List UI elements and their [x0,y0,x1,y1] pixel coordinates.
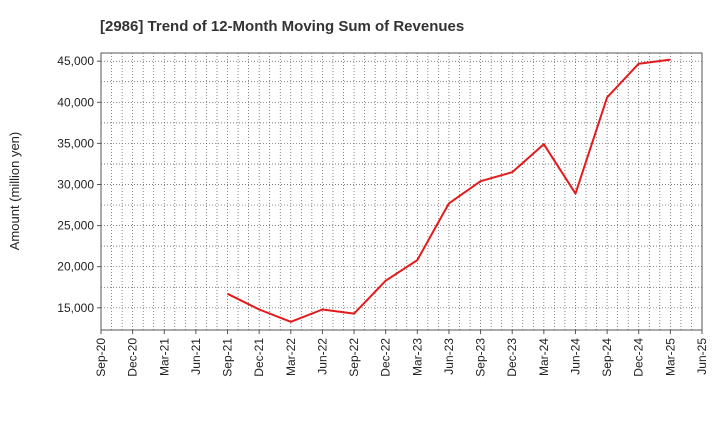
x-tick-label: Mar-24 [537,338,551,376]
x-tick-label: Mar-22 [284,338,298,376]
chart-title: [2986] Trend of 12-Month Moving Sum of R… [100,18,464,35]
y-axis-label: Amount (million yen) [7,132,22,251]
x-tick-label: Dec-23 [505,338,519,377]
y-axis-ticks: 15,000 20,000 25,000 30,000 35,000 40,000 45,0… [57,54,101,315]
x-tick-label: Sep-24 [600,338,614,377]
x-tick-label: Mar-21 [157,338,171,376]
y-tick-label: 15,000 [57,301,94,315]
x-tick-label: Sep-22 [347,338,361,377]
x-tick-label: Dec-21 [252,338,266,377]
x-tick-label: Mar-25 [663,338,677,376]
y-tick-label: 40,000 [57,95,94,109]
y-tick-label: 25,000 [57,219,94,233]
x-tick-label: Sep-20 [94,338,108,377]
x-tick-label: Jun-24 [568,338,582,375]
x-tick-label: Jun-25 [695,338,709,375]
x-axis-ticks: Sep-20 Dec-20 Mar-21 Jun-21 Sep-21 Dec-21 Mar-… [94,330,709,377]
plot-frame [100,52,703,331]
x-tick-label: Mar-23 [410,338,424,376]
x-tick-label: Sep-21 [221,338,235,377]
x-tick-label: Sep-23 [474,338,488,377]
series-line [227,58,671,323]
y-tick-label: 35,000 [57,136,94,150]
x-tick-label: Jun-22 [315,338,329,375]
x-tick-label: Jun-23 [442,338,456,375]
x-tick-label: Dec-20 [126,338,140,377]
x-tick-label: Dec-22 [379,338,393,377]
x-tick-label: Jun-21 [189,338,203,375]
y-tick-label: 30,000 [57,178,94,192]
y-tick-label: 20,000 [57,260,94,274]
grid [101,53,702,330]
series-lines [227,58,671,323]
y-tick-label: 45,000 [57,54,94,68]
x-tick-label: Dec-24 [632,338,646,377]
